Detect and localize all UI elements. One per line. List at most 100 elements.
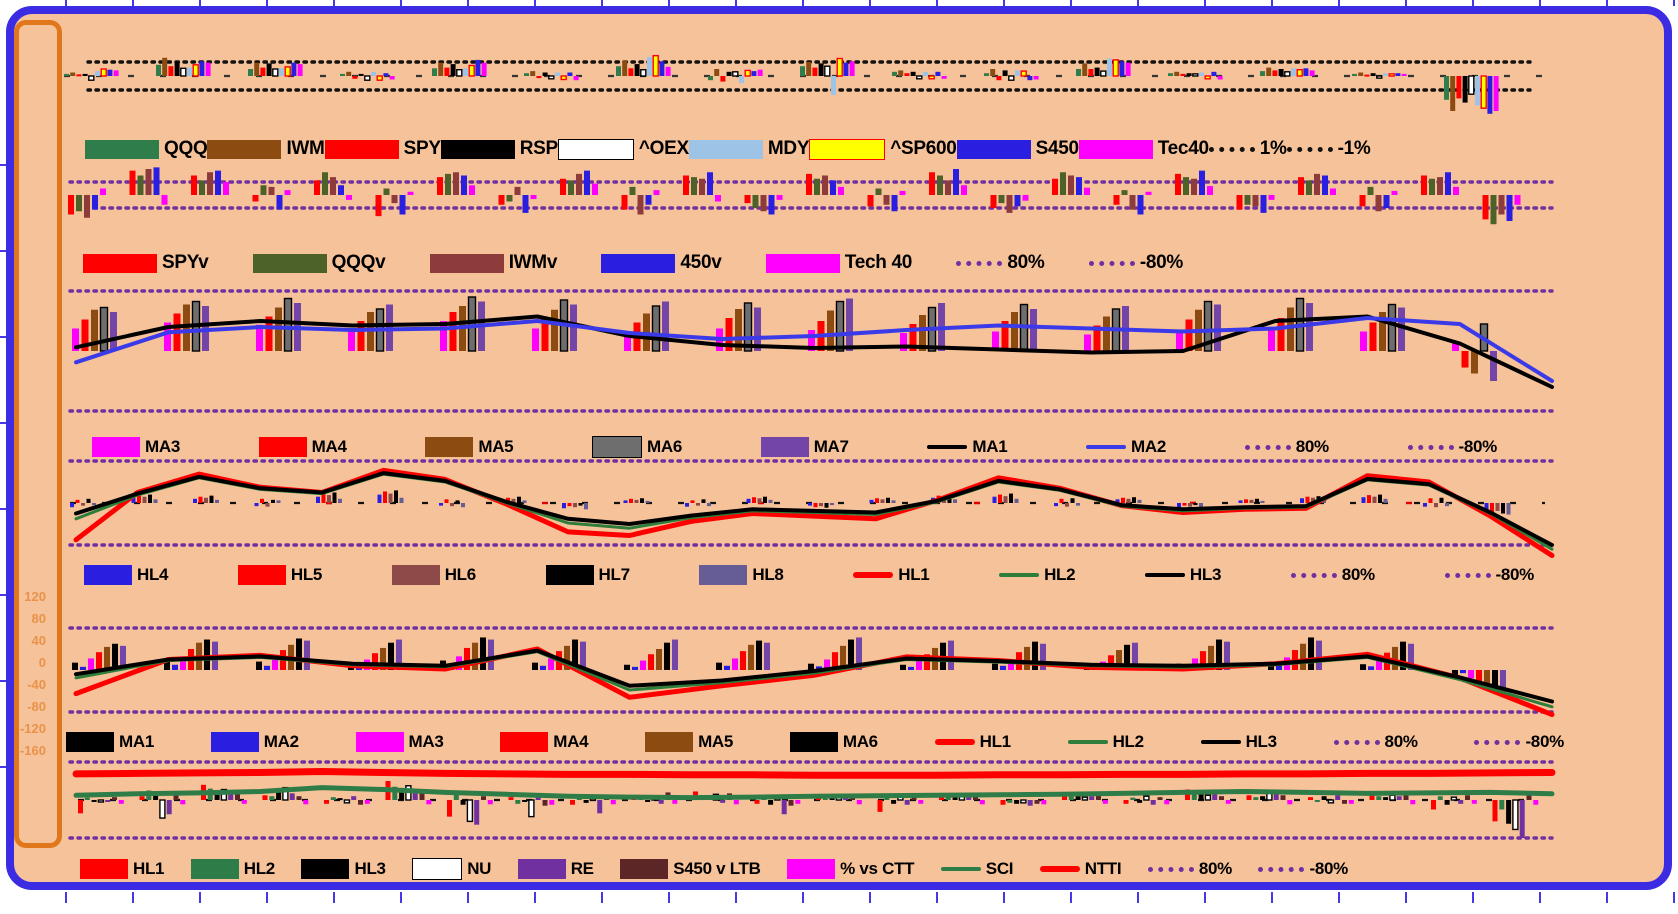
left-axis-ticks: [0, 80, 6, 840]
legend-item-hl7: HL7: [545, 565, 631, 585]
color-swatch-icon: [545, 565, 594, 585]
line-swatch-icon: [934, 739, 975, 745]
dotted-line-swatch-icon: [1290, 572, 1337, 578]
legend-label: 80%: [1198, 859, 1232, 878]
legend-label: HL1: [979, 732, 1012, 751]
legend-label: -80%: [1309, 859, 1348, 878]
legend-item-iwmv: IWMv: [429, 252, 557, 274]
color-swatch-icon: [789, 732, 838, 752]
legend-item-tech-40: Tech 40: [765, 252, 912, 274]
legend-label: QQQv: [331, 252, 386, 273]
legend-item-ma2: MA2: [1086, 437, 1166, 457]
legend-label: SPYv: [162, 252, 209, 273]
line-swatch-icon: [1067, 740, 1108, 744]
legend-label: -80%: [1458, 437, 1498, 456]
color-swatch-icon: [207, 139, 282, 159]
legend-item-nu: NU: [412, 858, 491, 880]
color-swatch-icon: [500, 732, 549, 752]
legend-item-qqq: QQQ: [85, 138, 208, 160]
legend-label: MA2: [263, 732, 299, 751]
legend-label: SPY: [403, 138, 441, 159]
legend-label: 450v: [680, 252, 722, 273]
line-swatch-icon: [1144, 573, 1185, 577]
legend-label: MA5: [698, 732, 734, 751]
legend-row-moving-averages: MA3 MA4 MA5 MA6 MA7 MA1 MA2 80% -80%: [92, 434, 1497, 460]
legend-item--80-: -80%: [1258, 859, 1348, 879]
legend-item-ma2: MA2: [210, 732, 299, 752]
dotted-line-swatch-icon: [1474, 739, 1521, 745]
legend-item-hl8: HL8: [699, 565, 784, 585]
dotted-line-swatch-icon: [1258, 866, 1305, 872]
legend-item-hl2: HL2: [999, 565, 1076, 585]
legend-label: 80%: [1341, 565, 1375, 584]
legend-item-hl3: HL3: [1144, 565, 1222, 585]
legend-label: HL3: [1189, 565, 1222, 584]
color-swatch-icon: [412, 858, 463, 880]
legend-label: 80%: [1295, 437, 1329, 456]
legend-label: RE: [570, 859, 594, 878]
line-swatch-icon: [940, 867, 981, 871]
color-swatch-icon: [699, 565, 748, 585]
legend-item-ma6: MA6: [789, 732, 878, 752]
legend-label: S450 v LTB: [673, 859, 761, 878]
color-swatch-icon: [557, 138, 634, 160]
legend-label: 1%: [1259, 138, 1287, 159]
color-swatch-icon: [787, 859, 836, 879]
legend-row-breadth: HL1 HL2 HL3 NU RE S450 v LTB % vs CTT SCI NTTI 80…: [80, 856, 1348, 882]
legend-item--oex: ^OEX: [557, 138, 689, 160]
color-swatch-icon: [517, 859, 566, 879]
legend-item--80-: -80%: [1088, 252, 1183, 274]
color-swatch-icon: [190, 859, 239, 879]
dotted-line-swatch-icon: [1088, 260, 1135, 266]
legend-item--80-: -80%: [1474, 732, 1564, 752]
legend-item-rsp: RSP: [440, 138, 558, 160]
legend-item-ma4: MA4: [500, 732, 589, 752]
color-swatch-icon: [66, 732, 114, 752]
color-swatch-icon: [592, 436, 643, 458]
left-scale-bar: [14, 20, 62, 848]
legend-label: MA7: [813, 437, 849, 456]
legend-label: 80%: [1384, 732, 1418, 751]
legend-label: MA1: [972, 437, 1008, 456]
ghost-axis-label: -80: [27, 699, 46, 714]
legend-label: MA6: [842, 732, 878, 751]
color-swatch-icon: [237, 565, 286, 585]
dotted-line-swatch-icon: [1147, 866, 1194, 872]
legend-label: MA2: [1131, 437, 1167, 456]
legend-label: HL4: [137, 565, 169, 584]
color-swatch-icon: [85, 139, 159, 159]
color-swatch-icon: [429, 253, 504, 273]
legend-item-hl4: HL4: [84, 565, 169, 585]
legend-item-ma5: MA5: [645, 732, 733, 752]
ghost-axis-label: -120: [19, 721, 46, 736]
ghost-axis-label: 40: [31, 633, 46, 648]
ghost-axis-label: -160: [19, 743, 46, 758]
legend-item-80-: 80%: [1147, 859, 1232, 879]
legend-label: MA6: [647, 437, 683, 456]
legend-item-ntti: NTTI: [1039, 859, 1122, 879]
legend-item-ma3: MA3: [92, 437, 180, 457]
bottom-axis-ticks: [0, 892, 1678, 903]
color-swatch-icon: [391, 565, 440, 585]
legend-item-hl5: HL5: [237, 565, 322, 585]
legend-label: NU: [467, 859, 492, 878]
legend-label: MA4: [553, 732, 589, 751]
legend-item-hl2: HL2: [190, 859, 275, 879]
dotted-line-swatch-icon: [1244, 444, 1291, 450]
legend-label: ^OEX: [638, 138, 689, 159]
legend-item--80-: -80%: [1444, 565, 1534, 585]
legend-row-percent-change: QQQ IWM SPY RSP ^OEX MDY ^SP600 S450 Tec40 1% -1%: [85, 136, 1371, 162]
color-swatch-icon: [252, 253, 327, 273]
color-swatch-icon: [956, 139, 1031, 159]
legend-label: HL7: [598, 565, 631, 584]
legend-label: NTTI: [1084, 859, 1122, 878]
legend-label: ^SP600: [890, 138, 957, 159]
legend-item-hl3: HL3: [1200, 732, 1277, 752]
legend-item-spy: SPY: [324, 138, 441, 160]
dotted-line-swatch-icon: [1333, 739, 1380, 745]
legend-label: HL3: [354, 859, 386, 878]
ghost-axis-label: 120: [24, 589, 46, 604]
legend-label: -80%: [1139, 252, 1183, 273]
legend-label: RSP: [519, 138, 558, 159]
legend-label: MA5: [478, 437, 514, 456]
